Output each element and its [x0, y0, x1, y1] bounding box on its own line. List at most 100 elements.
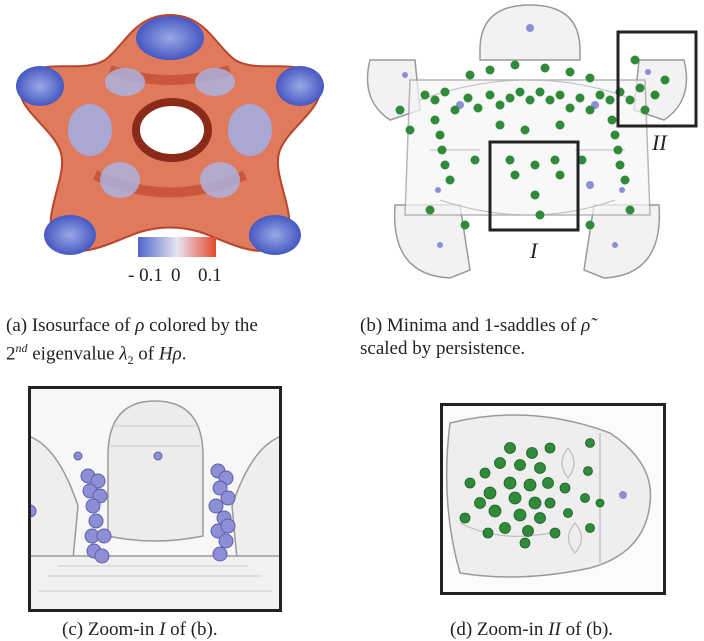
saddle-point — [534, 512, 546, 524]
panel-c-zoom-I — [28, 386, 282, 612]
saddle-point — [485, 90, 495, 100]
minimum-point — [85, 498, 101, 514]
saddle-point — [405, 125, 415, 135]
saddle-point — [503, 476, 517, 490]
minimum-point — [526, 24, 534, 32]
saddle-point — [474, 497, 486, 509]
saddle-point — [530, 190, 540, 200]
saddle-point — [583, 466, 593, 476]
saddle-point — [605, 95, 615, 105]
saddle-point — [630, 55, 640, 65]
minimum-point — [619, 491, 627, 499]
colorbar-tick-min: - 0.1 — [128, 265, 163, 286]
saddle-point — [494, 457, 506, 469]
saddle-point — [515, 87, 525, 97]
minimum-point — [612, 242, 618, 248]
saddle-point — [470, 155, 480, 165]
panel-a-isosurface: - 0.1 0 0.1 — [0, 0, 340, 300]
saddle-point — [495, 120, 505, 130]
zoom-box-I[interactable] — [488, 140, 580, 232]
saddle-point — [510, 170, 520, 180]
minimum-point — [402, 72, 408, 78]
saddle-point — [545, 95, 555, 105]
minimum-point — [90, 473, 106, 489]
saddle-point — [613, 145, 623, 155]
zoom-box-II[interactable] — [616, 30, 698, 128]
label-I: I — [529, 238, 539, 263]
saddle-point — [514, 459, 526, 471]
saddle-point — [505, 155, 515, 165]
minimum-point — [220, 490, 236, 506]
saddle-point — [595, 498, 605, 508]
saddle-point — [519, 537, 531, 549]
saddle-point — [499, 522, 511, 534]
minimum-point — [586, 181, 594, 189]
caption-c: (c) Zoom-in I of (b). — [62, 619, 218, 640]
lobe-bottom-left — [44, 215, 96, 255]
saddle-point — [625, 205, 635, 215]
panel-d-zoom-II — [440, 403, 666, 595]
isosurface-figure: - 0.1 0 0.1 — [16, 13, 324, 286]
saddle-point — [508, 491, 522, 505]
zoom-I-frame — [28, 386, 282, 612]
saddle-point — [479, 467, 491, 479]
saddle-point — [430, 115, 440, 125]
saddle-point — [504, 442, 516, 454]
saddle-point — [535, 87, 545, 97]
minimum-point — [94, 548, 110, 564]
saddle-point — [425, 205, 435, 215]
saddle-point — [549, 527, 561, 539]
minimum-point — [88, 513, 104, 529]
saddle-point — [565, 67, 575, 77]
minimum-point — [437, 242, 443, 248]
saddle-point — [640, 105, 650, 115]
saddle-point — [463, 93, 473, 103]
saddle-point — [540, 63, 550, 73]
saddle-point — [555, 120, 565, 130]
saddle-point — [495, 100, 505, 110]
minimum-point — [96, 528, 112, 544]
saddle-point — [530, 160, 540, 170]
caption-b: (b) Minima and 1-saddles of ρ̃ scaled by… — [360, 315, 591, 359]
saddle-point — [460, 220, 470, 230]
saddle-point — [563, 508, 573, 518]
saddle-point — [535, 210, 545, 220]
lobe-bottom-right — [249, 215, 301, 255]
saddle-point — [525, 95, 535, 105]
saddle-point — [585, 73, 595, 83]
colorbar — [138, 237, 216, 257]
lobe-left — [16, 66, 64, 106]
saddle-point — [482, 527, 494, 539]
saddle-point — [430, 95, 440, 105]
saddle-point — [555, 90, 565, 100]
minimum-point — [220, 518, 236, 534]
label-II: II — [651, 130, 668, 155]
saddle-point — [488, 504, 502, 518]
saddle-point — [523, 478, 537, 492]
saddle-point — [565, 103, 575, 113]
saddle-point — [520, 125, 530, 135]
lobe-right — [276, 66, 324, 106]
saddle-point — [526, 447, 538, 459]
saddle-point — [445, 175, 455, 185]
saddle-point — [395, 105, 405, 115]
saddle-point — [550, 155, 560, 165]
minimum-point — [208, 498, 224, 514]
saddle-point — [440, 160, 450, 170]
minimum-point — [435, 187, 441, 193]
saddle-point — [513, 508, 527, 522]
saddle-point — [420, 90, 430, 100]
saddle-point — [437, 145, 447, 155]
zoom-II-frame — [440, 403, 666, 595]
saddle-point — [505, 93, 515, 103]
saddle-point — [464, 477, 476, 489]
saddle-point — [650, 90, 660, 100]
saddle-point — [440, 87, 450, 97]
saddle-point — [473, 103, 483, 113]
saddle-point — [595, 90, 605, 100]
saddle-point — [575, 93, 585, 103]
minimum-point — [619, 187, 625, 193]
saddle-point — [585, 523, 595, 533]
saddle-point — [465, 70, 475, 80]
saddle-point — [585, 220, 595, 230]
